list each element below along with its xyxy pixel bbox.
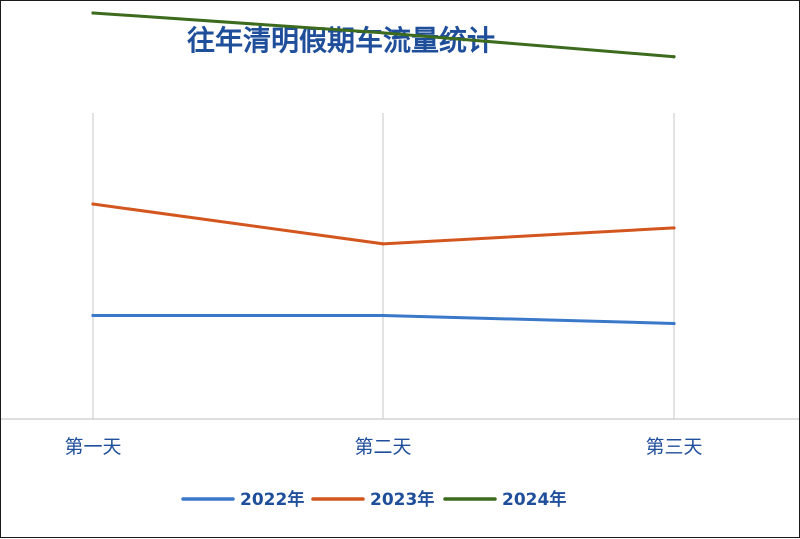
grid-layer <box>92 113 675 419</box>
data-point-s3-3 <box>672 55 676 59</box>
x-tick-label-1: 第一天 <box>64 436 121 458</box>
data-point-s2-3 <box>672 226 676 230</box>
legend-label-2: 2023年 <box>370 489 434 510</box>
data-point-s2-1 <box>91 202 95 206</box>
legend-label-1: 2022年 <box>240 489 304 510</box>
series-layer <box>91 11 676 326</box>
legend-label-3: 2024年 <box>502 489 566 510</box>
data-point-s3-2 <box>381 31 385 35</box>
data-point-s1-3 <box>672 321 676 326</box>
x-tick-labels: 第一天 第二天 第三天 <box>64 436 702 458</box>
x-tick-label-3: 第三天 <box>645 436 702 458</box>
data-point-s2-2 <box>381 242 385 246</box>
data-point-s1-2 <box>381 313 385 318</box>
series-line-3 <box>91 11 676 59</box>
x-tick-label-2: 第二天 <box>354 436 411 458</box>
legend: 2022年 2023年 2024年 <box>181 489 566 510</box>
data-point-s1-1 <box>91 313 95 318</box>
data-point-s3-1 <box>91 11 95 15</box>
